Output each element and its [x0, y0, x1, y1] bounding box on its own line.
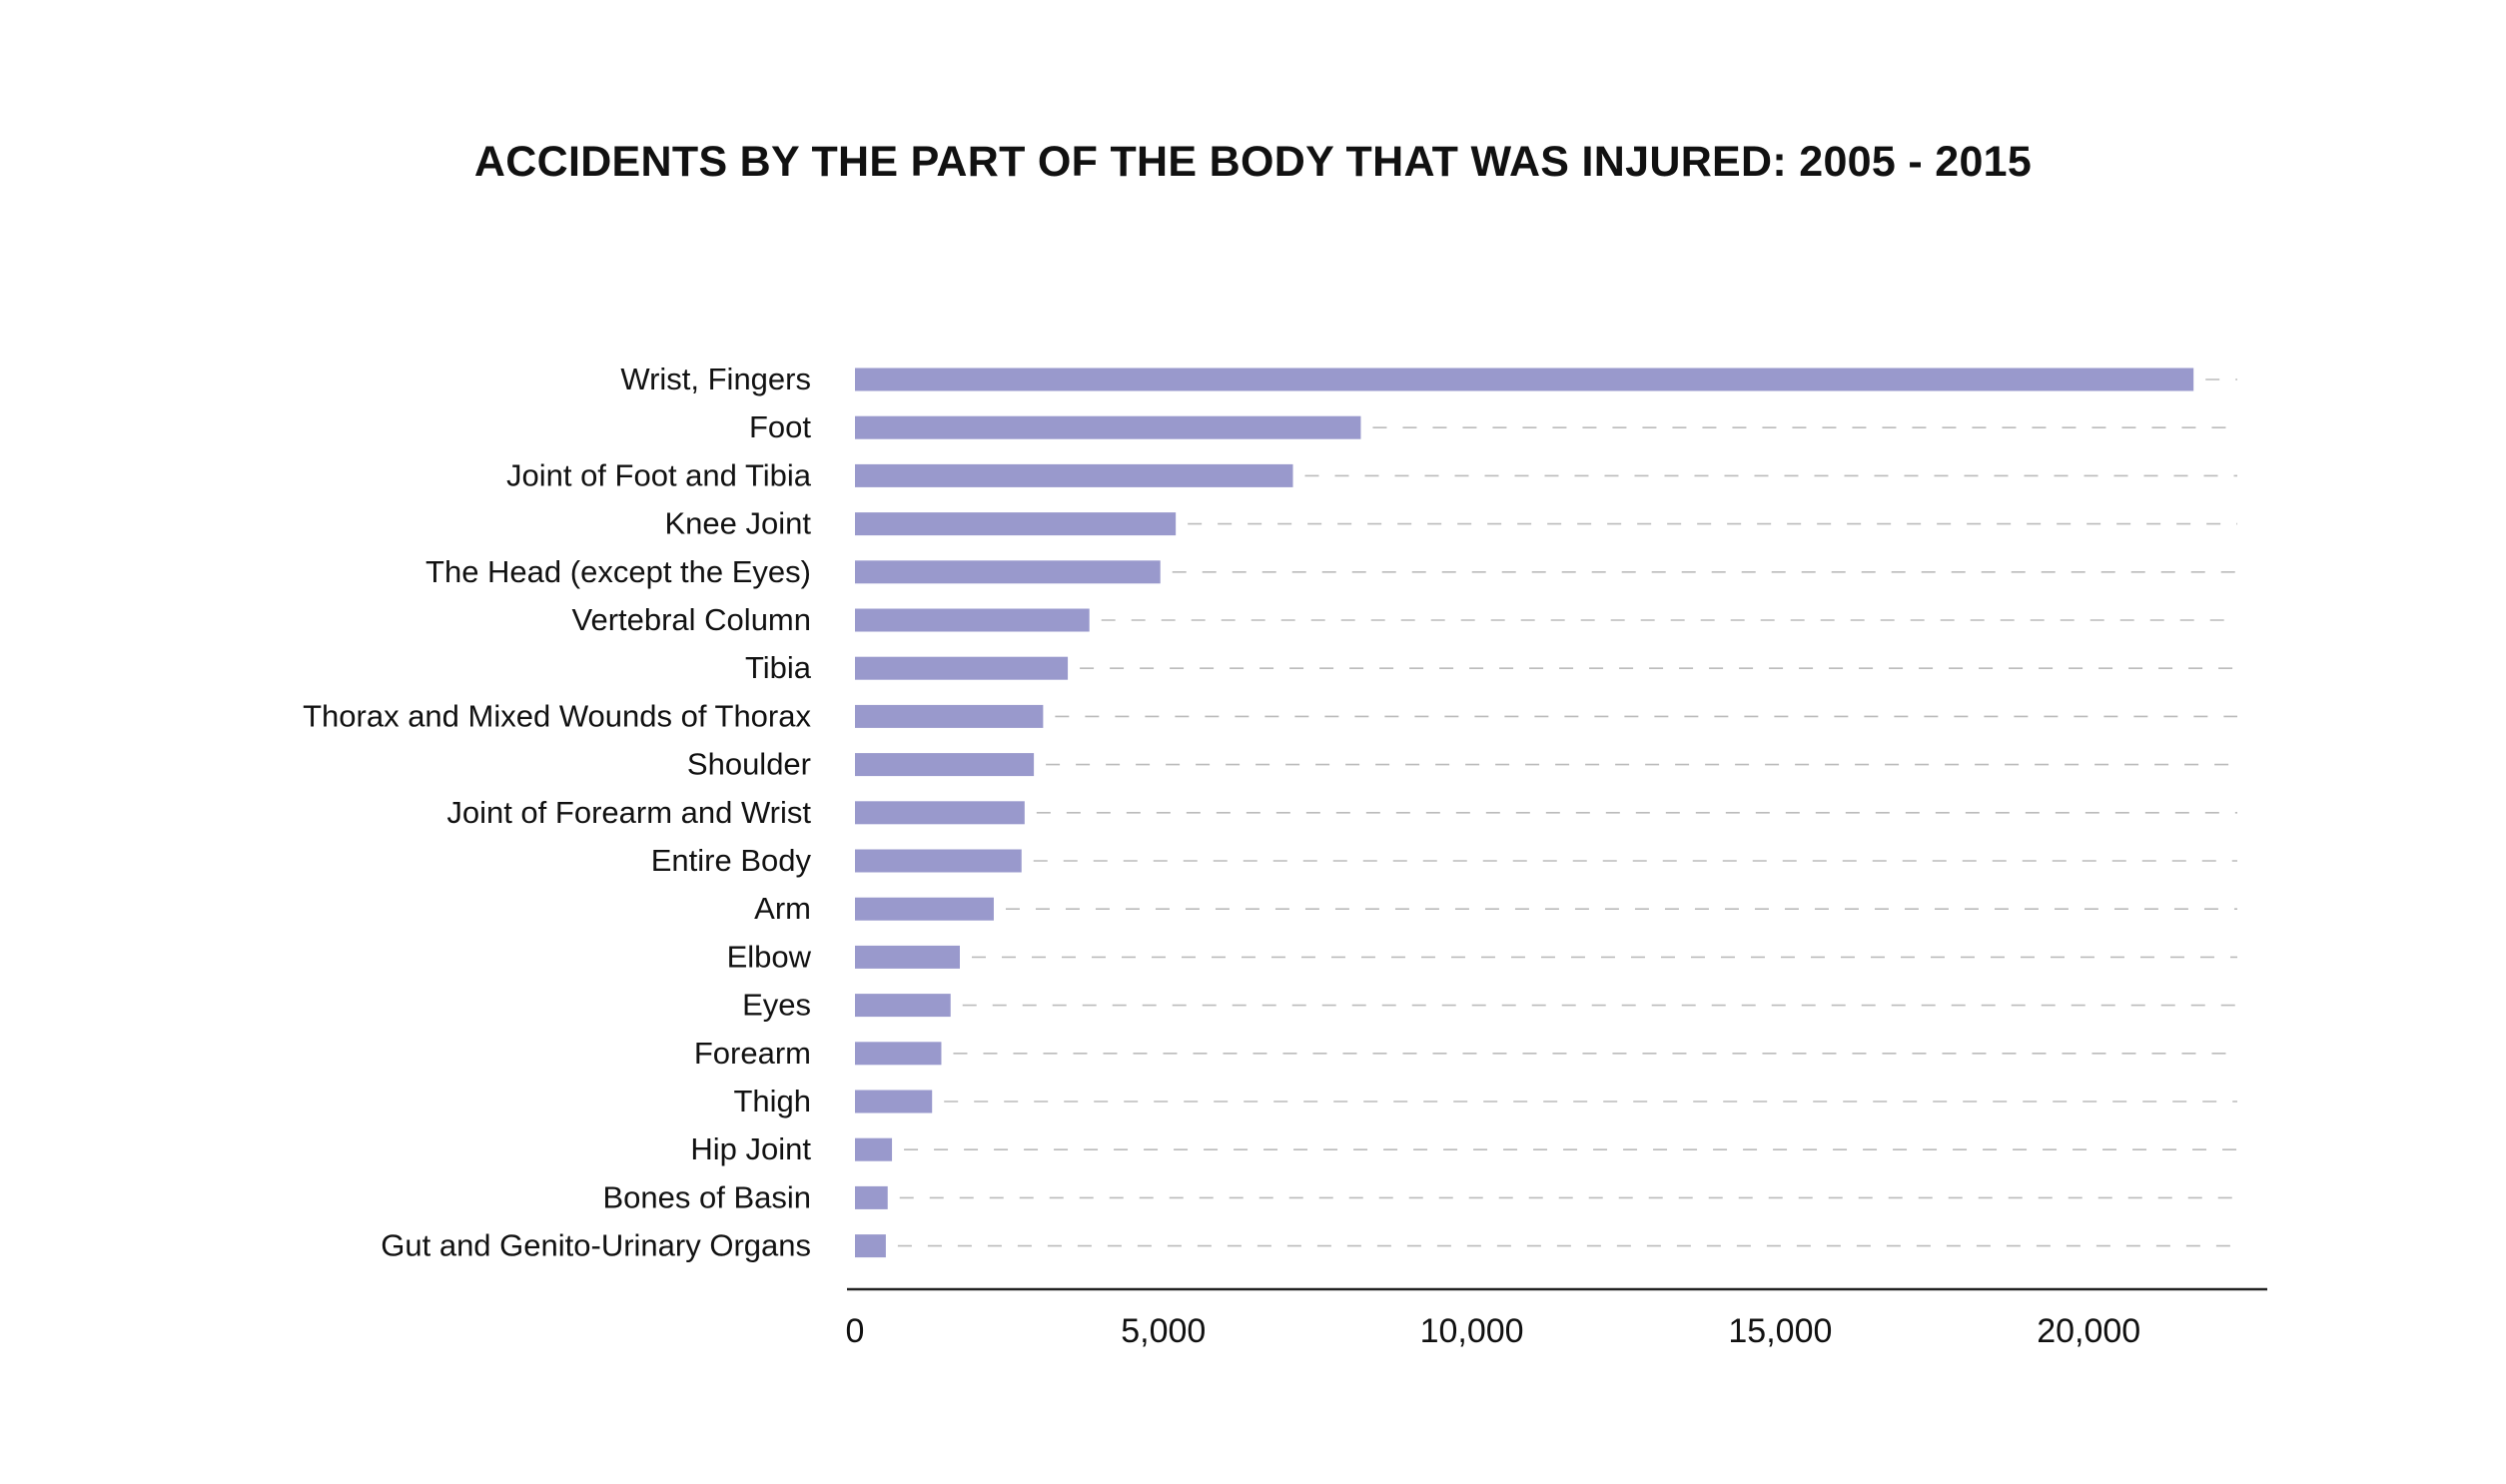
bar	[855, 656, 1069, 680]
category-label: Joint of Foot and Tibia	[506, 457, 812, 492]
category-label: Vertebral Column	[571, 602, 811, 637]
category-label: Wrist, Fingers	[620, 362, 811, 396]
x-tick-label: 0	[846, 1312, 865, 1350]
x-tick-label: 5,000	[1121, 1312, 1206, 1350]
category-label: Eyes	[742, 988, 811, 1023]
category-label: Joint of Forearm and Wrist	[446, 795, 811, 830]
x-axis-ticks: 0 5,000 10,000 15,000 20,000	[846, 1312, 2141, 1350]
bar	[855, 897, 994, 921]
bar	[855, 608, 1090, 632]
category-label: Arm	[754, 891, 811, 926]
x-tick-label: 20,000	[2037, 1312, 2140, 1350]
bar	[855, 463, 1293, 487]
category-label: Shoulder	[687, 747, 811, 782]
category-label: Elbow	[727, 939, 812, 974]
bar	[855, 704, 1044, 728]
category-label: Gut and Genito-Urinary Organs	[381, 1228, 811, 1263]
category-label: Thorax and Mixed Wounds of Thorax	[303, 698, 811, 733]
category-label: Forearm	[694, 1036, 811, 1071]
bar	[855, 994, 951, 1018]
category-label: Thigh	[733, 1084, 811, 1118]
bar	[855, 849, 1022, 873]
bar	[855, 945, 960, 969]
bar	[855, 1042, 942, 1066]
category-label: The Head (except the Eyes)	[425, 554, 811, 589]
category-label: Tibia	[745, 650, 812, 685]
bar	[855, 1185, 888, 1209]
bar	[855, 1090, 933, 1113]
category-label: Knee Joint	[665, 506, 812, 541]
bar	[855, 368, 2194, 391]
guide-lines	[897, 378, 2237, 1247]
category-label: Hip Joint	[690, 1131, 811, 1166]
bar	[855, 415, 1361, 439]
bar	[855, 560, 1161, 584]
bar	[855, 801, 1025, 825]
chart-title: ACCIDENTS BY THE PART OF THE BODY THAT W…	[473, 138, 2033, 186]
bars	[855, 368, 2194, 1258]
category-label: Bones of Basin	[602, 1179, 811, 1214]
category-labels: Wrist, Fingers Foot Joint of Foot and Tibi…	[303, 362, 812, 1263]
category-label: Entire Body	[651, 843, 812, 878]
bar	[855, 753, 1035, 777]
bar	[855, 512, 1177, 536]
x-tick-label: 15,000	[1728, 1312, 1832, 1350]
category-label: Foot	[749, 409, 811, 444]
bar	[855, 1137, 893, 1161]
bar	[855, 1234, 886, 1258]
x-tick-label: 10,000	[1420, 1312, 1524, 1350]
